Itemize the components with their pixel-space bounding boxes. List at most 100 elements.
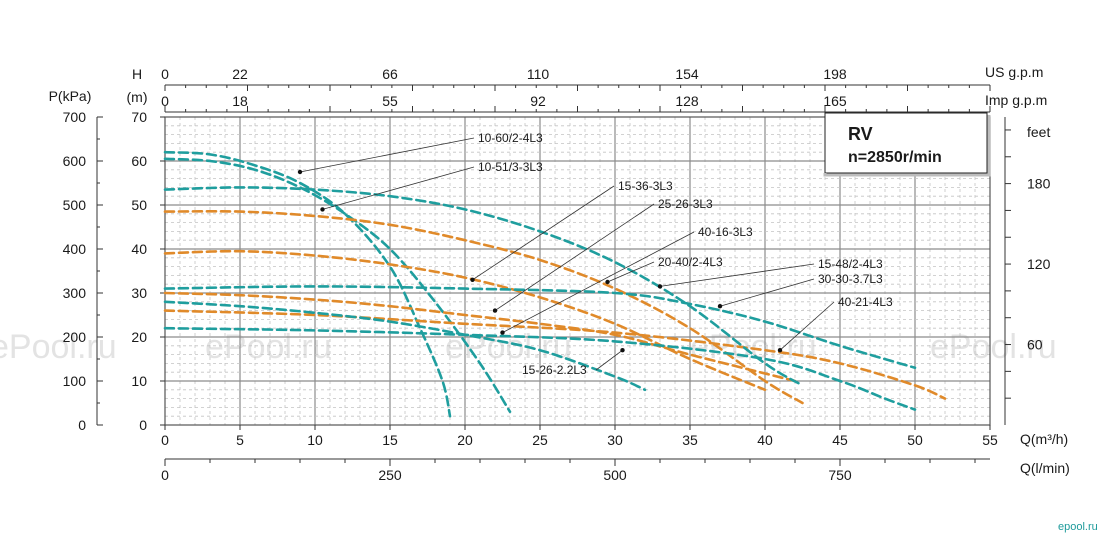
series-leader-line (719, 278, 815, 307)
series-label: 15-26-2.2L3 (522, 363, 587, 377)
y-pressure-tick-label: 300 (63, 285, 87, 301)
y-feet-tick-label: 180 (1027, 176, 1051, 192)
x-lmin-axis-label: Q(l/min) (1020, 460, 1070, 476)
series-curve-30-30-3.7L3 (163, 285, 917, 370)
y-head-tick-label: 60 (131, 153, 147, 169)
series-label: 25-26-3L3 (658, 197, 713, 211)
y-head-tick-label: 30 (131, 285, 147, 301)
usgpm-axis-label: US g.p.m (985, 64, 1043, 80)
impgpm-tick-label: 0 (161, 93, 169, 109)
axes: 0 5 10 15 20 25 30 35 40 45 50 55 Q(m³/h)0 250 500 750 Q… (49, 64, 1070, 483)
series-leader-line (502, 231, 695, 333)
watermark-text: ePool.ru (930, 328, 1057, 366)
series-layer (163, 150, 947, 418)
model-title: RV (848, 124, 873, 144)
x-tick-label: 55 (982, 432, 998, 448)
series-anchor-dot (470, 277, 475, 282)
watermark-text: ePool.ru (205, 328, 332, 366)
model-box: RV n=2850r/min (823, 112, 991, 177)
series-curve-25-26-3L3 (163, 291, 797, 383)
impgpm-tick-label: 128 (675, 93, 699, 109)
series-curve-40-16-3L3 (163, 309, 947, 400)
x-tick-label: 15 (382, 432, 398, 448)
x-axis-label: Q(m³/h) (1020, 431, 1068, 447)
x-tick-label: 45 (832, 432, 848, 448)
series-label: 10-51/3-3L3 (478, 160, 543, 174)
series-label: 10-60/2-4L3 (478, 131, 543, 145)
x-tick-label: 5 (236, 432, 244, 448)
series-leader-line (595, 349, 623, 371)
watermark-layer: ePool.ru ePool.ru ePool.ru ePool.ru ePool.ru (0, 328, 1057, 366)
x-lmin-tick-label: 750 (828, 467, 852, 483)
series-anchor-dot (297, 169, 303, 175)
y-head-tick-label: 20 (131, 329, 147, 345)
y-pressure-tick-label: 100 (63, 373, 87, 389)
series-anchor-dot (320, 207, 325, 212)
x-tick-label: 10 (307, 432, 323, 448)
series-leader-line (607, 261, 655, 283)
plot-frame (164, 116, 991, 426)
series-label: 15-36-3L3 (618, 179, 673, 193)
usgpm-tick-label: 0 (161, 66, 169, 82)
impgpm-tick-label: 92 (530, 93, 546, 109)
impgpm-axis-label: Imp g.p.m (985, 92, 1047, 108)
y-pressure-tick-label: 0 (78, 417, 86, 433)
series-anchor-dot (777, 348, 783, 353)
series-anchor-dot (605, 279, 610, 285)
y-head-axis-unit: (m) (127, 89, 148, 105)
model-speed: n=2850r/min (848, 149, 942, 166)
series-label: 40-16-3L3 (698, 225, 753, 239)
series-label: 20-40/2-4L3 (658, 255, 723, 269)
series-curve-15-48/2-4L3 (163, 186, 804, 387)
y-feet-axis-label: feet (1027, 124, 1050, 140)
y-pressure-axis-label: P(kPa) (49, 88, 92, 104)
x-tick-label: 0 (161, 432, 169, 448)
usgpm-tick-label: 110 (527, 66, 550, 82)
x-tick-label: 40 (757, 432, 773, 448)
x-tick-label: 20 (457, 432, 473, 448)
impgpm-tick-label: 55 (382, 93, 398, 109)
y-feet-tick-label: 60 (1027, 337, 1043, 353)
series-anchor-dot (500, 330, 505, 335)
series-curve-15-26-2.2L3 (163, 300, 647, 392)
series-leader-line (299, 137, 475, 173)
impgpm-tick-label: 165 (823, 93, 847, 109)
series-curve-40-21-4L3 (163, 326, 917, 411)
y-pressure-tick-label: 400 (63, 241, 87, 257)
series-leader-line (494, 203, 655, 311)
y-feet-tick-label: 120 (1027, 256, 1051, 272)
y-head-tick-label: 10 (131, 373, 147, 389)
y-pressure-tick-label: 200 (63, 329, 87, 345)
series-label: 40-21-4L3 (838, 295, 893, 309)
x-tick-label: 35 (682, 432, 698, 448)
series-curve-10-51/3-3L3 (163, 157, 512, 414)
usgpm-tick-label: 66 (382, 66, 398, 82)
x-tick-label: 50 (907, 432, 923, 448)
x-lmin-tick-label: 250 (378, 467, 402, 483)
x-tick-label: 25 (532, 432, 548, 448)
series-labels: 10-60/2-4L3 10-51/3-3L3 15-36-3L3 25-26-3L3… (297, 131, 893, 377)
y-head-tick-label: 40 (131, 241, 147, 257)
y-pressure-tick-label: 600 (63, 153, 87, 169)
series-anchor-dot (620, 348, 625, 353)
series-leader-line (659, 263, 815, 287)
y-head-tick-label: 70 (131, 109, 147, 125)
impgpm-tick-label: 18 (232, 93, 248, 109)
y-head-tick-label: 50 (131, 197, 147, 213)
usgpm-tick-label: 22 (232, 66, 248, 82)
usgpm-tick-label: 198 (823, 66, 847, 82)
usgpm-tick-label: 154 (675, 66, 699, 82)
series-leader-line (472, 185, 615, 281)
x-tick-label: 30 (607, 432, 623, 448)
y-pressure-tick-label: 500 (63, 197, 87, 213)
series-anchor-dot (657, 284, 663, 289)
x-lmin-tick-label: 500 (603, 467, 627, 483)
y-pressure-tick-label: 700 (63, 109, 87, 125)
series-anchor-dot (492, 308, 498, 313)
y-head-axis-label: H (132, 66, 142, 82)
series-label: 30-30-3.7L3 (818, 272, 883, 286)
brand-logo: epool.ru (1058, 521, 1098, 533)
series-curve-10-60/2-4L3 (163, 150, 452, 418)
x-lmin-tick-label: 0 (161, 467, 169, 483)
series-anchor-dot (717, 304, 723, 309)
